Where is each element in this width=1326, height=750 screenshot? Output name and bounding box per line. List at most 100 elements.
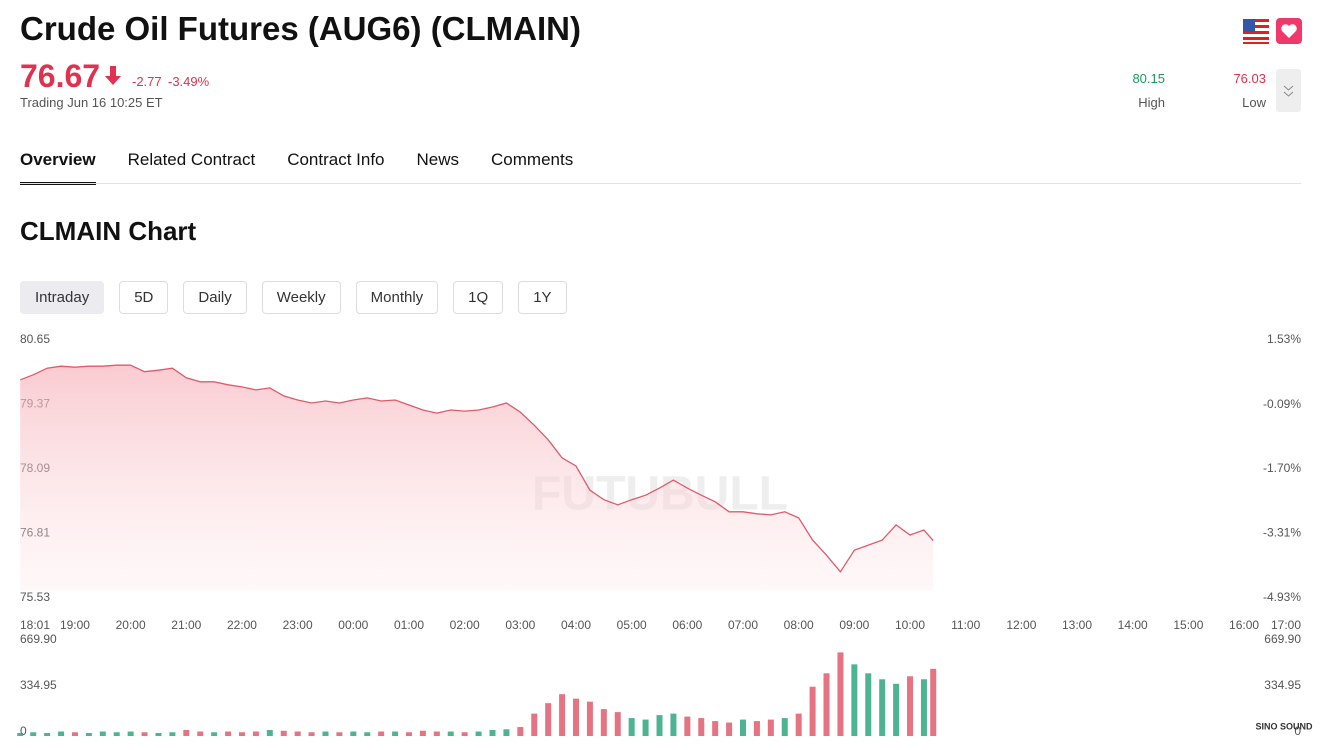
- volume-bar: [336, 732, 343, 736]
- change-pct: -3.49%: [168, 74, 210, 89]
- range-button[interactable]: Weekly: [261, 281, 341, 314]
- low-label: Low: [1242, 95, 1266, 110]
- x-tick-label: 20:00: [116, 618, 146, 632]
- volume-bar: [211, 732, 218, 736]
- x-tick-label: 21:00: [171, 618, 201, 632]
- volume-bar: [17, 733, 24, 736]
- volume-bar: [823, 673, 830, 736]
- x-tick-label: 07:00: [728, 618, 758, 632]
- x-tick-label: 12:00: [1006, 618, 1036, 632]
- volume-bar: [517, 727, 524, 736]
- chart: FUTUBULL 80.6579.3778.0976.8175.531.53%-…: [17, 332, 1313, 738]
- volume-bar: [419, 730, 426, 736]
- x-tick-label: 18:01: [20, 618, 50, 632]
- volume-bar: [266, 730, 273, 736]
- volume-bar: [364, 732, 371, 736]
- volume-bar: [837, 652, 844, 736]
- x-tick-label: 14:00: [1118, 618, 1148, 632]
- x-tick-label: 23:00: [283, 618, 313, 632]
- x-tick-label: 00:00: [338, 618, 368, 632]
- down-arrow: [105, 66, 121, 85]
- tab[interactable]: Related Contract: [127, 150, 256, 169]
- volume-bar: [225, 731, 232, 736]
- range-button[interactable]: Intraday: [20, 281, 105, 314]
- x-tick-label: 01:00: [394, 618, 424, 632]
- volume-bar: [30, 732, 37, 736]
- volume-bar: [573, 698, 579, 736]
- volume-bar: [155, 733, 162, 736]
- volume-bar: [920, 679, 927, 736]
- tab[interactable]: News: [416, 150, 460, 169]
- volume-tick-label: 334.95: [1264, 678, 1301, 692]
- volume-bar: [726, 722, 733, 736]
- volume-bar: [280, 730, 287, 736]
- volume-bar: [907, 676, 914, 736]
- volume-bar: [99, 731, 106, 736]
- volume-tick-label: 669.90: [20, 632, 57, 646]
- divider: [20, 183, 1301, 184]
- volume-bar: [740, 719, 747, 736]
- volume-bar: [930, 668, 937, 736]
- x-tick-label: 02:00: [450, 618, 480, 632]
- range-button[interactable]: 5D: [119, 281, 169, 314]
- expand-button[interactable]: [1276, 69, 1301, 112]
- volume-bar: [753, 721, 760, 736]
- range-buttons: Intraday 5D Daily Weekly Monthly 1Q 1Y: [20, 281, 567, 314]
- volume-bar: [545, 703, 552, 736]
- y2-tick-label: -0.09%: [1263, 397, 1301, 411]
- volume-bar: [127, 731, 134, 736]
- chart-title: CLMAIN Chart: [20, 216, 197, 246]
- volume-bar: [531, 713, 538, 736]
- volume-bar: [879, 679, 886, 736]
- x-tick-label: 04:00: [561, 618, 591, 632]
- x-tick-label: 17:00: [1271, 618, 1301, 632]
- x-tick-label: 06:00: [672, 618, 702, 632]
- volume-bar: [809, 686, 816, 736]
- tab[interactable]: Overview: [20, 150, 96, 185]
- favorite-button[interactable]: [1276, 18, 1302, 44]
- x-tick-label: 22:00: [227, 618, 257, 632]
- volume-bar: [628, 718, 635, 736]
- x-tick-label: 09:00: [839, 618, 869, 632]
- volume-bar: [698, 718, 705, 736]
- volume-bar: [600, 709, 607, 736]
- x-tick-label: 15:00: [1173, 618, 1203, 632]
- y2-tick-label: -3.31%: [1263, 525, 1301, 539]
- x-tick-label: 19:00: [60, 618, 90, 632]
- y2-tick-label: -1.70%: [1263, 461, 1301, 475]
- volume-bar: [461, 732, 468, 736]
- volume-tick-label: 0: [1294, 724, 1301, 738]
- volume-bar: [503, 729, 510, 736]
- range-button[interactable]: 1Y: [518, 281, 567, 314]
- y2-tick-label: 1.53%: [1267, 332, 1301, 346]
- volume-bar: [767, 719, 774, 736]
- volume-bar: [252, 731, 259, 736]
- volume-bar: [614, 712, 621, 736]
- tab[interactable]: Contract Info: [287, 150, 385, 169]
- volume-bar: [489, 730, 496, 736]
- volume-bar: [642, 719, 649, 736]
- range-button[interactable]: Daily: [183, 281, 247, 314]
- volume-bar: [322, 731, 329, 736]
- high-label: High: [1138, 95, 1165, 110]
- volume-bar: [350, 731, 357, 736]
- logo: SINO SOUND: [1255, 721, 1313, 731]
- price: 76.67: [20, 58, 101, 94]
- volume-bar: [183, 730, 190, 736]
- x-tick-label: 03:00: [505, 618, 535, 632]
- volume-bar: [308, 732, 315, 736]
- range-button[interactable]: Monthly: [355, 281, 439, 314]
- range-button[interactable]: 1Q: [453, 281, 504, 314]
- tab[interactable]: Comments: [491, 150, 574, 169]
- volume-bar: [447, 731, 454, 736]
- volume-bar: [405, 732, 412, 736]
- volume-bar: [197, 731, 204, 736]
- volume-bar: [795, 713, 802, 736]
- us-flag: [1243, 19, 1269, 44]
- status: Trading Jun 16 10:25 ET: [20, 95, 163, 110]
- x-tick-label: 08:00: [784, 618, 814, 632]
- volume-tick-label: 0: [20, 724, 27, 738]
- y2-tick-label: -4.93%: [1263, 590, 1301, 604]
- volume-tick-label: 334.95: [20, 678, 57, 692]
